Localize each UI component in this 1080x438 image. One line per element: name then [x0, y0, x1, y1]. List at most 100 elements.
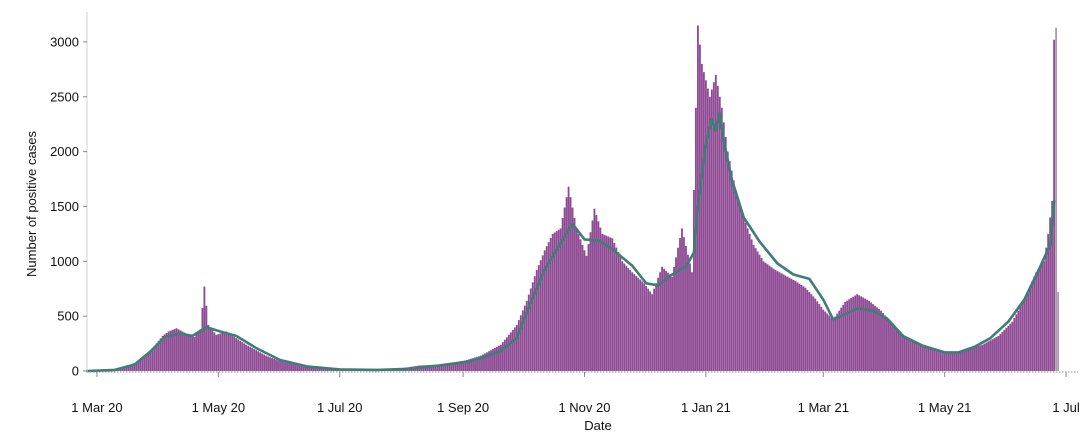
daily-case-bar: [581, 244, 584, 371]
daily-case-bar: [519, 315, 522, 371]
daily-case-bar: [263, 354, 266, 371]
daily-case-bar: [645, 285, 648, 371]
x-tick-label: 1 Jan 21: [681, 400, 731, 415]
daily-case-bar: [517, 320, 520, 371]
daily-case-bar: [539, 260, 542, 371]
daily-case-bar: [155, 343, 158, 371]
daily-case-bar: [227, 332, 230, 371]
daily-case-bar: [627, 267, 630, 371]
daily-case-bar: [458, 361, 461, 371]
daily-case-bars: [92, 25, 1060, 372]
daily-case-bar: [915, 343, 918, 371]
daily-case-bar: [1049, 217, 1052, 371]
daily-case-bar: [840, 307, 843, 371]
daily-case-bar: [484, 353, 486, 371]
daily-case-bar: [561, 217, 564, 371]
daily-case-bar: [301, 365, 303, 371]
daily-case-bar: [724, 137, 727, 371]
daily-case-bar: [736, 196, 739, 371]
daily-case-bar: [466, 359, 468, 371]
x-tick-label: 1 May 20: [192, 400, 245, 415]
daily-case-bar: [738, 203, 741, 371]
daily-case-bar: [496, 346, 498, 371]
y-tick-label: 500: [57, 309, 79, 324]
daily-case-bar: [647, 288, 650, 371]
daily-case-bar: [159, 338, 162, 371]
daily-case-bar: [456, 361, 459, 371]
daily-case-bar: [1015, 314, 1018, 371]
daily-case-bar: [832, 319, 835, 371]
daily-case-bar: [651, 294, 654, 371]
daily-case-bar: [161, 335, 164, 371]
daily-case-bar: [191, 336, 194, 371]
daily-case-bar: [494, 347, 496, 371]
daily-case-bar: [442, 363, 445, 371]
daily-case-bar: [820, 306, 823, 371]
daily-case-bar: [858, 295, 861, 371]
daily-case-bar: [714, 74, 717, 371]
daily-case-bar: [744, 222, 747, 371]
daily-case-bar: [175, 328, 178, 371]
daily-case-bar: [1035, 272, 1038, 371]
daily-case-bar: [929, 349, 932, 371]
daily-case-bar: [979, 345, 982, 371]
daily-case-bar: [476, 356, 478, 371]
y-tick-label: 0: [72, 364, 79, 379]
daily-case-bar: [472, 358, 474, 371]
daily-case-bar: [1005, 327, 1008, 371]
daily-case-bar: [187, 334, 190, 371]
daily-case-bar: [800, 285, 803, 371]
daily-case-bar: [609, 237, 612, 371]
daily-case-bar: [693, 190, 695, 371]
daily-case-bar: [921, 346, 924, 371]
daily-case-bar: [1045, 247, 1048, 371]
daily-case-bar: [143, 356, 146, 371]
daily-case-bar: [595, 214, 598, 371]
daily-case-bar: [740, 210, 743, 371]
daily-case-bar: [704, 80, 707, 371]
daily-case-bar: [814, 298, 817, 371]
daily-case-bar: [790, 278, 793, 371]
daily-case-bar: [784, 275, 787, 371]
daily-case-bar: [500, 344, 502, 371]
daily-case-bar: [687, 254, 689, 371]
daily-case-bar: [486, 352, 488, 371]
daily-case-bar: [949, 353, 952, 371]
daily-case-bar: [306, 366, 309, 371]
daily-case-bar: [836, 313, 839, 371]
daily-case-bar: [565, 197, 568, 371]
daily-case-bar: [615, 247, 618, 371]
daily-case-bar: [541, 255, 544, 371]
daily-case-bar: [253, 349, 256, 371]
daily-case-bar: [521, 310, 524, 371]
daily-case-bar: [659, 272, 662, 371]
daily-case-bar: [621, 261, 624, 371]
daily-case-bar: [302, 366, 305, 371]
daily-case-bar: [911, 341, 914, 371]
daily-case-bar: [641, 281, 644, 371]
daily-case-bar: [470, 358, 472, 371]
daily-case-bar: [961, 351, 964, 371]
daily-case-bar: [454, 362, 457, 371]
daily-case-bar: [181, 331, 184, 371]
daily-case-bar: [509, 332, 512, 371]
daily-case-bar: [525, 300, 528, 371]
daily-case-bar: [667, 272, 669, 371]
daily-case-bar: [605, 235, 608, 371]
daily-case-bar: [1003, 329, 1006, 371]
daily-case-bar: [850, 298, 853, 371]
daily-case-bar: [199, 329, 202, 371]
daily-case-bar: [965, 350, 968, 371]
daily-case-bar: [543, 250, 546, 371]
daily-case-bar: [730, 170, 733, 371]
daily-case-bar: [888, 320, 890, 371]
daily-case-bar: [933, 350, 936, 371]
daily-case-bar: [794, 281, 797, 371]
daily-case-bar: [718, 96, 721, 371]
daily-case-bar: [289, 363, 291, 371]
daily-case-bar: [716, 85, 719, 371]
daily-case-bar: [971, 348, 974, 371]
daily-case-bar: [551, 233, 554, 371]
daily-case-bar: [549, 238, 552, 371]
daily-case-bar: [149, 350, 152, 371]
